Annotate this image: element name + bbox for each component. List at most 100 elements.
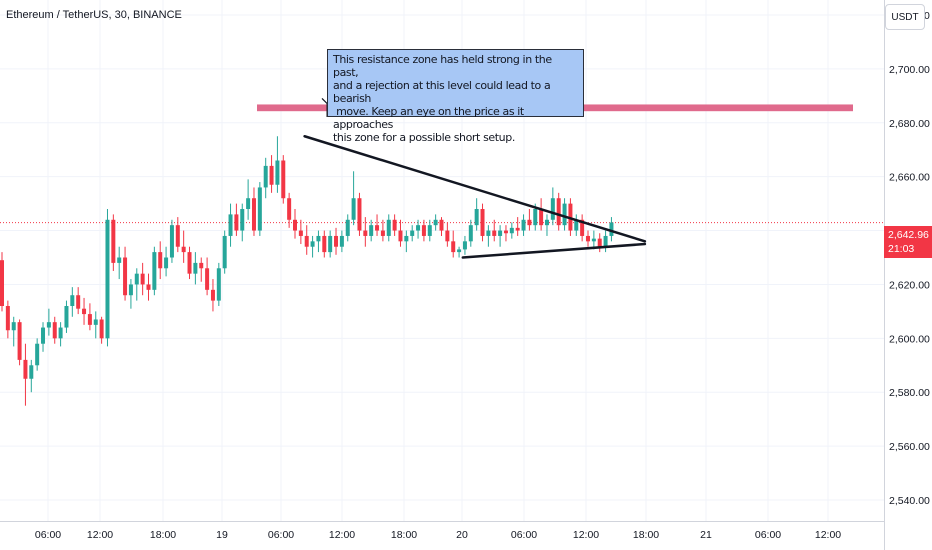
price-tick-label: 2,540.00 xyxy=(889,495,930,507)
candle xyxy=(52,322,57,339)
candle xyxy=(246,198,251,209)
time-tick-label: 12:00 xyxy=(573,529,599,541)
candles[interactable] xyxy=(0,136,614,406)
chart-title: Ethereum / TetherUS, 30, BINANCE xyxy=(6,9,182,21)
candle xyxy=(216,268,221,301)
candle xyxy=(228,214,233,236)
candle xyxy=(0,260,4,306)
candle xyxy=(193,262,198,274)
candle xyxy=(550,198,555,220)
candle xyxy=(146,284,151,290)
candle xyxy=(486,230,491,236)
candle xyxy=(11,322,16,331)
candle xyxy=(544,219,549,226)
candle xyxy=(251,198,256,231)
candle xyxy=(287,198,292,220)
candle xyxy=(158,252,163,269)
price-tick-label: 2,580.00 xyxy=(889,387,930,399)
candle xyxy=(281,160,286,199)
candle xyxy=(421,225,426,236)
candle xyxy=(140,273,145,285)
candle xyxy=(498,230,503,236)
candle xyxy=(328,235,333,253)
candle xyxy=(451,241,456,253)
time-tick-label: 21 xyxy=(700,529,712,541)
candle xyxy=(363,230,368,236)
candle xyxy=(23,359,28,379)
candle xyxy=(439,219,444,231)
candle xyxy=(205,268,210,290)
last-price-badge: 2,642.96 21:03 xyxy=(884,226,932,258)
candle xyxy=(515,227,520,231)
candle xyxy=(111,219,116,263)
candle xyxy=(322,235,327,253)
candle xyxy=(70,295,75,306)
candle xyxy=(574,219,579,231)
time-tick-label: 06:00 xyxy=(35,529,61,541)
time-tick-label: 06:00 xyxy=(511,529,537,541)
candle xyxy=(46,322,51,328)
candle xyxy=(334,235,339,247)
candle xyxy=(117,257,122,263)
price-tick-label: 2,660.00 xyxy=(889,172,930,184)
candle xyxy=(316,235,321,242)
time-tick-label: 06:00 xyxy=(755,529,781,541)
price-tick-label: 2,620.00 xyxy=(889,279,930,291)
candle xyxy=(58,327,63,339)
candle xyxy=(76,295,81,309)
candle xyxy=(375,225,380,231)
annotation-note[interactable]: This resistance zone has held strong in … xyxy=(327,49,584,144)
candle xyxy=(339,235,344,247)
candle xyxy=(293,219,297,231)
price-tick-label: 2,600.00 xyxy=(889,333,930,345)
time-tick-label: 19 xyxy=(216,529,228,541)
candle xyxy=(35,343,40,366)
candle xyxy=(304,235,309,247)
candle xyxy=(492,230,497,236)
candle xyxy=(586,235,590,242)
last-price-value: 2,642.96 xyxy=(888,229,929,241)
price-tick-label: 2,700.00 xyxy=(889,64,930,76)
time-tick-label: 18:00 xyxy=(391,529,417,541)
candle xyxy=(269,165,274,185)
candle xyxy=(298,230,303,236)
candle xyxy=(416,225,421,231)
candle xyxy=(527,219,532,226)
candle xyxy=(82,308,87,315)
candle xyxy=(445,230,450,242)
candle xyxy=(392,219,397,231)
time-tick-label: 06:00 xyxy=(268,529,294,541)
price-tick-label: 2,560.00 xyxy=(889,441,930,453)
candle xyxy=(64,306,69,328)
candle xyxy=(597,238,602,247)
time-tick-label: 18:00 xyxy=(633,529,659,541)
candle xyxy=(310,241,315,247)
candle xyxy=(462,241,467,250)
time-tick-label: 20 xyxy=(456,529,468,541)
candle xyxy=(503,230,508,234)
candle xyxy=(222,235,227,269)
candle xyxy=(210,289,215,301)
candle xyxy=(591,238,596,242)
candle xyxy=(345,219,350,236)
bar-countdown: 21:03 xyxy=(888,243,915,255)
candle xyxy=(93,319,98,325)
candle xyxy=(369,225,374,236)
candle xyxy=(187,252,192,274)
candle xyxy=(17,322,22,360)
candle xyxy=(603,235,608,247)
time-tick-label: 12:00 xyxy=(815,529,841,541)
candle xyxy=(199,262,204,269)
candle xyxy=(521,219,526,231)
candle xyxy=(433,219,438,226)
candle xyxy=(410,230,415,236)
candle xyxy=(99,319,104,339)
candle xyxy=(234,214,239,231)
candle xyxy=(175,225,180,247)
candle xyxy=(134,273,139,285)
candle xyxy=(41,327,46,344)
candle xyxy=(480,209,485,236)
candle xyxy=(351,198,356,220)
time-axis[interactable]: 06:00 12:00 18:00 19 06:00 12:00 18:00 20 06:00 1… xyxy=(35,529,841,541)
currency-button[interactable]: USDT xyxy=(885,4,925,30)
